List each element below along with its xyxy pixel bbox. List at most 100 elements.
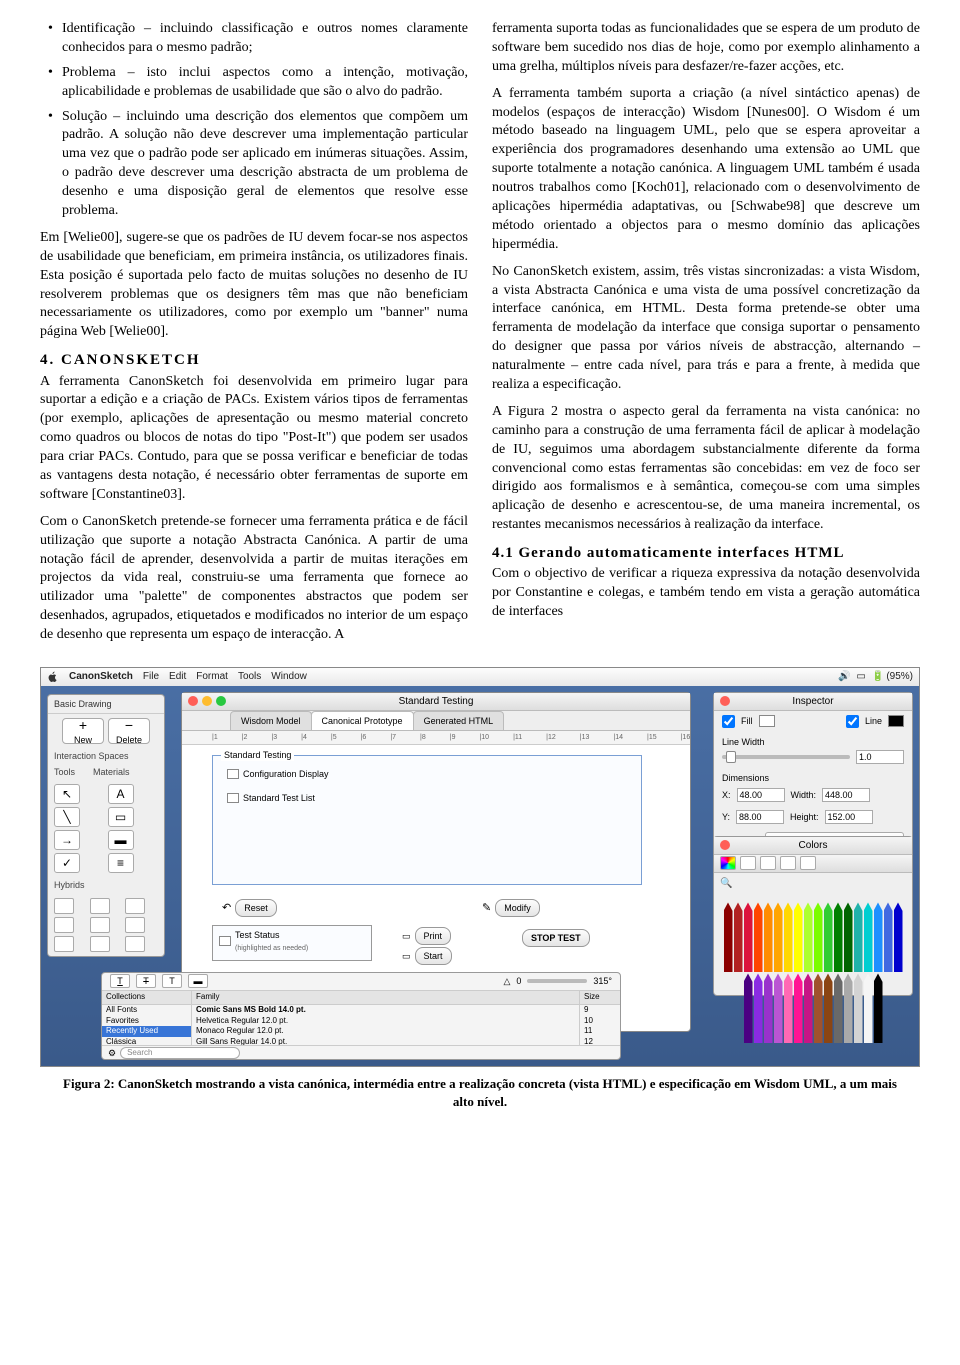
line-checkbox[interactable] — [846, 715, 859, 728]
strike-button[interactable]: T — [136, 974, 156, 988]
list-item[interactable]: Favorites — [102, 1016, 191, 1027]
crayon[interactable] — [814, 973, 823, 1043]
color-spectrum-icon[interactable] — [780, 856, 796, 870]
crayon[interactable] — [794, 902, 803, 972]
crayon[interactable] — [874, 902, 883, 972]
canvas[interactable]: Standard Testing Configuration Display S… — [182, 745, 690, 765]
crayon[interactable] — [724, 902, 733, 972]
tab-wisdom[interactable]: Wisdom Model — [230, 711, 312, 730]
tool-rect[interactable]: ▭ — [108, 807, 134, 827]
crayon[interactable] — [834, 973, 843, 1043]
new-button[interactable]: +New — [62, 718, 104, 744]
list-item[interactable]: All Fonts — [102, 1005, 191, 1016]
x-value[interactable]: 48.00 — [737, 788, 785, 802]
hybrid-4[interactable] — [54, 917, 74, 933]
fonts-search-input[interactable]: Search — [120, 1047, 240, 1059]
volume-icon[interactable]: 🔊 — [838, 670, 850, 684]
angle-slider[interactable] — [527, 979, 587, 983]
crayon[interactable] — [784, 902, 793, 972]
linewidth-value[interactable]: 1.0 — [856, 750, 904, 764]
crayon[interactable] — [814, 902, 823, 972]
crayon[interactable] — [744, 902, 753, 972]
close-icon[interactable] — [188, 696, 198, 706]
modify-button[interactable]: Modify — [495, 899, 540, 917]
menu-window[interactable]: Window — [271, 670, 307, 684]
color-wheel-icon[interactable] — [720, 856, 736, 870]
crayon[interactable] — [844, 973, 853, 1043]
fill-swatch[interactable] — [759, 715, 775, 727]
tool-arrow[interactable]: ↖ — [54, 784, 80, 804]
underline-button[interactable]: T — [110, 974, 130, 988]
hybrid-7[interactable] — [54, 936, 74, 952]
fill-checkbox[interactable] — [722, 715, 735, 728]
menu-tools[interactable]: Tools — [238, 670, 261, 684]
tool-text[interactable]: A — [108, 784, 134, 804]
tool-box[interactable]: ▬ — [108, 830, 134, 850]
inspector-close-icon[interactable] — [720, 696, 730, 706]
bg-text-button[interactable]: ▬ — [188, 974, 208, 988]
crayon[interactable] — [754, 973, 763, 1043]
crayon[interactable] — [734, 902, 743, 972]
tool-list[interactable]: ≡ — [108, 853, 134, 873]
color-crayons-icon[interactable] — [800, 856, 816, 870]
crayon[interactable] — [764, 902, 773, 972]
crayon[interactable] — [774, 902, 783, 972]
crayon[interactable] — [874, 973, 883, 1043]
delete-button[interactable]: −Delete — [108, 718, 150, 744]
list-item[interactable]: 10 — [580, 1016, 620, 1027]
menu-file[interactable]: File — [143, 670, 159, 684]
outer-groupbox[interactable]: Standard Testing Configuration Display S… — [212, 755, 642, 885]
list-item[interactable]: Clássica — [102, 1037, 191, 1045]
crayon[interactable] — [884, 902, 893, 972]
zoom-icon[interactable] — [216, 696, 226, 706]
start-button[interactable]: Start — [415, 947, 452, 965]
display-icon[interactable]: ▭ — [856, 670, 865, 684]
crayon[interactable] — [774, 973, 783, 1043]
crayon[interactable] — [834, 902, 843, 972]
color-palette-icon[interactable] — [760, 856, 776, 870]
hybrid-5[interactable] — [90, 917, 110, 933]
print-button[interactable]: Print — [415, 927, 452, 945]
crayon[interactable] — [824, 973, 833, 1043]
width-value[interactable]: 448.00 — [822, 788, 870, 802]
tab-html[interactable]: Generated HTML — [413, 711, 505, 730]
crayon[interactable] — [824, 902, 833, 972]
tool-check[interactable]: ✓ — [54, 853, 80, 873]
crayon[interactable] — [854, 902, 863, 972]
fonts-gear-icon[interactable]: ⚙ — [108, 1047, 116, 1059]
hybrid-3[interactable] — [125, 898, 145, 914]
hybrid-2[interactable] — [90, 898, 110, 914]
color-sliders-icon[interactable] — [740, 856, 756, 870]
hybrid-9[interactable] — [125, 936, 145, 952]
menu-format[interactable]: Format — [196, 670, 228, 684]
crayon[interactable] — [784, 973, 793, 1043]
hybrid-1[interactable] — [54, 898, 74, 914]
list-item[interactable]: Monaco Regular 12.0 pt. — [192, 1026, 579, 1037]
crayon[interactable] — [894, 902, 903, 972]
hybrid-6[interactable] — [125, 917, 145, 933]
list-item[interactable]: 12 — [580, 1037, 620, 1045]
y-value[interactable]: 88.00 — [736, 810, 784, 824]
menu-edit[interactable]: Edit — [169, 670, 186, 684]
tool-line[interactable]: ╲ — [54, 807, 80, 827]
list-item[interactable]: Comic Sans MS Bold 14.0 pt. — [192, 1005, 579, 1016]
crayon-box[interactable] — [714, 894, 912, 1051]
list-item[interactable]: Gill Sans Regular 14.0 pt. — [192, 1037, 579, 1045]
list-item[interactable]: Helvetica Regular 12.0 pt. — [192, 1016, 579, 1027]
tool-arrow2[interactable]: → — [54, 830, 80, 850]
list-item[interactable]: 11 — [580, 1026, 620, 1037]
crayon[interactable] — [864, 902, 873, 972]
crayon[interactable] — [864, 973, 873, 1043]
list-item[interactable]: 9 — [580, 1005, 620, 1016]
crayon[interactable] — [854, 973, 863, 1043]
test-status-box[interactable]: Test Status (highlighted as needed) — [212, 925, 372, 961]
crayon[interactable] — [844, 902, 853, 972]
magnify-icon[interactable]: 🔍 — [720, 878, 732, 889]
line-swatch[interactable] — [888, 715, 904, 727]
apple-icon[interactable] — [47, 671, 59, 683]
crayon[interactable] — [754, 902, 763, 972]
hybrid-8[interactable] — [90, 936, 110, 952]
tab-canonical[interactable]: Canonical Prototype — [311, 711, 414, 730]
stop-test-button[interactable]: STOP TEST — [522, 929, 590, 947]
height-value[interactable]: 152.00 — [825, 810, 873, 824]
